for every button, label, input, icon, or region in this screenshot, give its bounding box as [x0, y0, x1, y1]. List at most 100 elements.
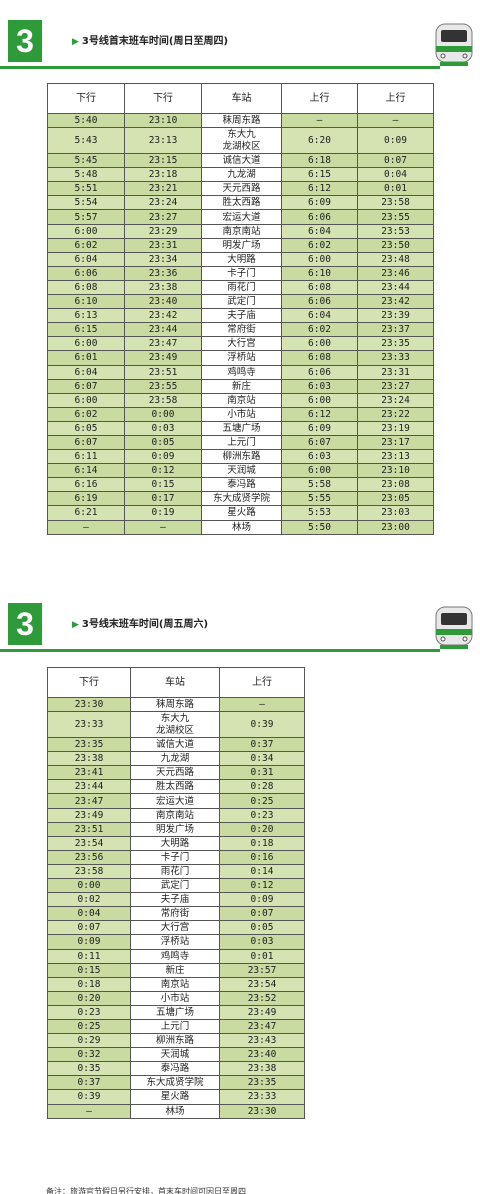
station-cell: 东大九 龙湖校区: [201, 127, 282, 155]
time-cell: 6:00: [281, 336, 358, 352]
section1-number: 3: [8, 20, 42, 62]
table-row: 0:02 夫子庙 0:09: [47, 892, 305, 908]
table-row: 6:07 23:55 新庄 6:03 23:27: [47, 378, 434, 394]
time-cell: 6:08: [281, 350, 358, 366]
time-cell: 0:01: [219, 948, 305, 964]
table-row: 6:04 23:34 大明路 6:00 23:48: [47, 251, 434, 267]
time-cell: 23:33: [357, 350, 434, 366]
column-header: 下行: [47, 83, 125, 114]
time-cell: 23:29: [124, 223, 202, 239]
table-row: 6:01 23:49 浮桥站 6:08 23:33: [47, 350, 434, 366]
time-cell: 6:10: [281, 265, 358, 281]
time-cell: 23:33: [47, 711, 131, 739]
time-cell: 0:25: [47, 1018, 131, 1035]
section1-title-wrap: ▶ 3号线首末班车时间(周日至周四): [72, 32, 228, 47]
time-cell: 0:03: [124, 420, 202, 436]
time-cell: 23:31: [357, 364, 434, 380]
time-cell: 6:08: [47, 279, 125, 296]
time-cell: 6:14: [47, 463, 125, 479]
section2-divider: [0, 649, 440, 652]
table-row: 6:21 0:19 星火路 5:53 23:03: [47, 505, 434, 521]
table-row: 6:00 23:47 大行宫 6:00 23:35: [47, 336, 434, 352]
time-cell: 23:43: [219, 1033, 305, 1049]
time-cell: 23:38: [219, 1061, 305, 1077]
station-cell: 诚信大道: [130, 737, 220, 753]
table-row: 6:16 0:15 泰冯路 5:58 23:08: [47, 477, 434, 493]
station-cell: 东大成贤学院: [130, 1075, 220, 1091]
station-cell: 常府街: [201, 322, 282, 338]
time-cell: 23:55: [124, 378, 202, 394]
section1-header: 3 ▶ 3号线首末班车时间(周日至周四): [0, 20, 480, 78]
time-cell: 23:49: [47, 807, 131, 823]
table-row: 6:05 0:03 五塘广场 6:09 23:19: [47, 420, 434, 436]
time-cell: 23:00: [357, 519, 434, 535]
triangle-right-icon: ▶: [72, 37, 79, 47]
time-cell: 0:20: [219, 821, 305, 837]
station-cell: 大行宫: [201, 336, 282, 352]
time-cell: 6:04: [281, 308, 358, 324]
time-cell: 6:03: [281, 449, 358, 465]
station-cell: 泰冯路: [130, 1061, 220, 1077]
time-cell: 23:48: [357, 251, 434, 267]
table-row: 23:44 胜太西路 0:28: [47, 779, 305, 795]
table-row: 0:00 武定门 0:12: [47, 878, 305, 894]
time-cell: 23:19: [357, 420, 434, 436]
time-cell: 0:01: [357, 181, 434, 197]
time-cell: 0:16: [219, 849, 305, 865]
time-cell: 6:02: [281, 322, 358, 338]
time-cell: 0:04: [47, 906, 131, 922]
table-row: 6:19 0:17 东大成贤学院 5:55 23:05: [47, 491, 434, 507]
time-cell: 0:34: [219, 751, 305, 767]
table-row: 0:09 浮桥站 0:03: [47, 934, 305, 950]
station-cell: 南京站: [201, 392, 282, 408]
time-cell: 0:09: [47, 934, 131, 950]
column-header: 上行: [219, 667, 305, 698]
station-cell: 卡子门: [201, 265, 282, 281]
section2-title: 3号线末班车时间(周五周六): [81, 619, 209, 630]
time-cell: 6:06: [281, 209, 358, 225]
time-cell: 23:36: [124, 265, 202, 281]
time-cell: 23:40: [219, 1047, 305, 1063]
time-cell: 6:02: [281, 237, 358, 253]
station-cell: 南京站: [130, 976, 220, 992]
time-cell: 0:23: [47, 1004, 131, 1020]
table-row: — 林场 23:30: [47, 1103, 305, 1119]
time-cell: 6:03: [281, 378, 358, 394]
table-row: 23:30 秣周东路 —: [47, 696, 305, 713]
time-cell: 23:42: [124, 308, 202, 324]
station-cell: 浮桥站: [130, 934, 220, 950]
time-cell: 6:21: [47, 505, 125, 521]
station-cell: 星火路: [201, 505, 282, 521]
table-row: 0:15 新庄 23:57: [47, 962, 305, 978]
station-cell: 大行宫: [130, 920, 220, 936]
station-cell: 上元门: [130, 1018, 220, 1035]
time-cell: 6:06: [281, 364, 358, 380]
table-row: 0:04 常府街 0:07: [47, 906, 305, 922]
table-row: 23:51 明发广场 0:20: [47, 821, 305, 837]
station-cell: 柳洲东路: [201, 449, 282, 465]
time-cell: 23:46: [357, 265, 434, 281]
time-cell: 23:17: [357, 434, 434, 451]
table-row: 0:32 天润城 23:40: [47, 1047, 305, 1063]
section2-title-wrap: ▶ 3号线末班车时间(周五周六): [72, 615, 208, 630]
time-cell: 0:04: [357, 167, 434, 183]
station-cell: 五塘广场: [130, 1004, 220, 1020]
time-cell: 0:15: [47, 962, 131, 978]
station-cell: 雨花门: [130, 863, 220, 880]
time-cell: 6:15: [47, 322, 125, 338]
station-cell: 武定门: [130, 878, 220, 894]
station-cell: 卡子门: [130, 849, 220, 865]
time-cell: 23:08: [357, 477, 434, 493]
station-cell: 大明路: [130, 835, 220, 851]
time-cell: 0:15: [124, 477, 202, 493]
time-cell: 23:44: [124, 322, 202, 338]
station-cell: 秣周东路: [201, 112, 282, 129]
time-cell: 23:54: [47, 835, 131, 851]
time-cell: 23:54: [219, 976, 305, 992]
time-cell: 6:15: [281, 167, 358, 183]
time-cell: 23:30: [47, 696, 131, 713]
time-cell: 0:02: [47, 892, 131, 908]
time-cell: 0:32: [47, 1047, 131, 1063]
time-cell: 0:05: [219, 920, 305, 936]
time-cell: 0:18: [219, 835, 305, 851]
